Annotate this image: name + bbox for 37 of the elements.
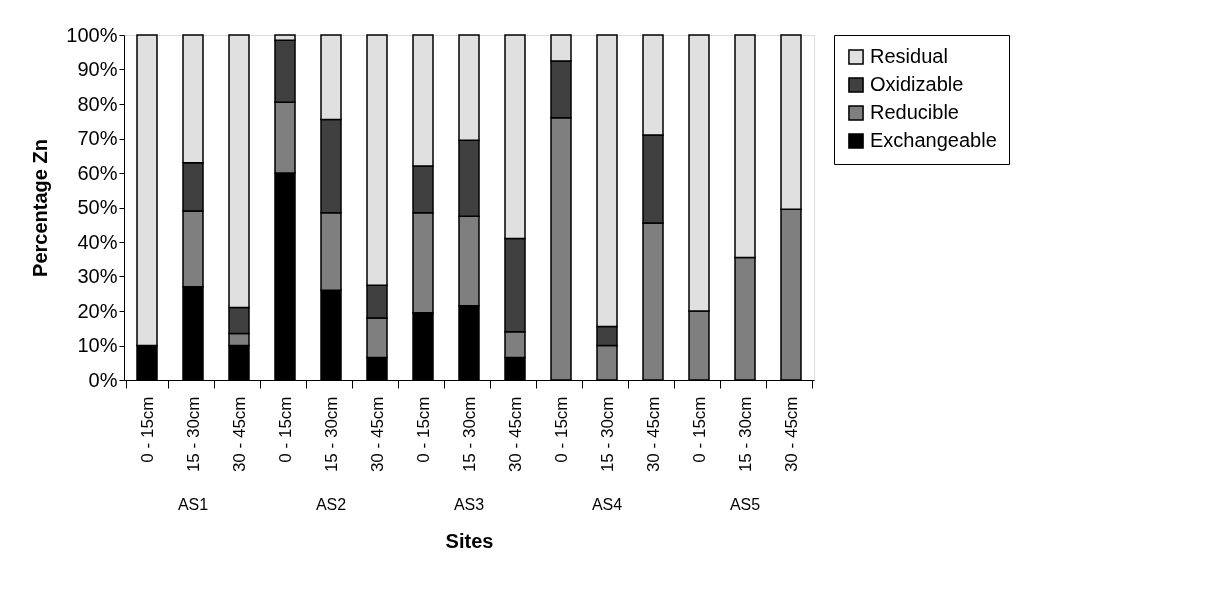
x-tick-label: 30 - 45cm: [781, 396, 801, 473]
legend-label: Exchangeable: [870, 129, 997, 151]
x-tick-label: 30 - 45cm: [229, 396, 249, 473]
y-axis-title: Percentage Zn: [29, 139, 52, 277]
x-tick-label: 0 - 15cm: [551, 396, 571, 463]
legend-label: Reducible: [870, 101, 959, 123]
x-tick-label: 0 - 15cm: [275, 396, 295, 463]
y-tick-label: 90%: [77, 58, 118, 80]
text: AS3: [453, 496, 485, 513]
y-tick-label: 80%: [77, 92, 118, 115]
x-tick-label: 30 - 45cm: [643, 396, 663, 473]
x-tick-label: 15 - 30cm: [183, 396, 203, 473]
x-tick-label: 30 - 45cm: [367, 396, 387, 473]
y-tick-label: 60%: [77, 161, 118, 184]
x-tick-label: 15 - 30cm: [735, 396, 755, 473]
y-tick-label: 0%: [88, 368, 118, 391]
x-axis-title: Sites: [445, 530, 494, 553]
x-tick-label: 0 - 15cm: [137, 396, 157, 463]
text: AS2: [315, 496, 347, 513]
x-tick-label: 30 - 45cm: [505, 396, 525, 473]
y-tick-label: 20%: [77, 299, 118, 322]
text: AS5: [729, 496, 761, 513]
x-tick-label: 0 - 15cm: [413, 396, 433, 463]
text: AS1: [177, 496, 209, 513]
x-tick-label: 15 - 30cm: [597, 396, 617, 473]
y-tick-label: 10%: [77, 334, 118, 356]
y-tick-label: 50%: [77, 196, 118, 218]
y-tick-label: 100%: [66, 23, 118, 46]
x-tick-label: 15 - 30cm: [321, 396, 341, 473]
legend-label: Oxidizable: [870, 73, 964, 95]
text: AS4: [591, 496, 623, 513]
y-tick-label: 40%: [77, 230, 118, 253]
x-tick-label: 0 - 15cm: [689, 396, 709, 463]
y-tick-label: 30%: [77, 265, 118, 287]
y-tick-label: 70%: [77, 127, 118, 149]
x-tick-label: 15 - 30cm: [459, 396, 479, 473]
legend-label: Residual: [870, 45, 948, 67]
